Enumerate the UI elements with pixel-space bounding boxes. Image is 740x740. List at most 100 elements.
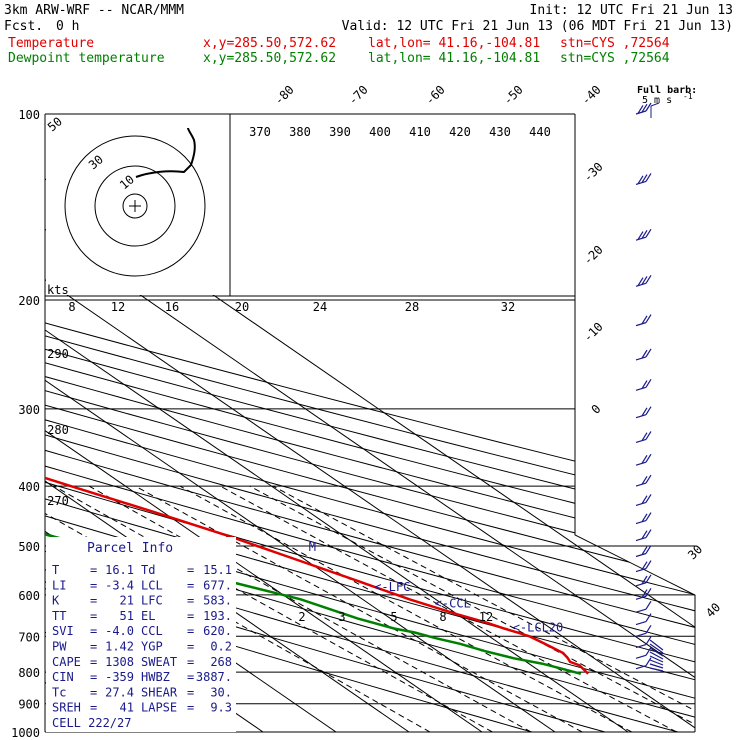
wind-barb: [635, 453, 652, 466]
parcel-value: 16.1: [105, 563, 134, 577]
pressure-tick-600: 600: [18, 589, 40, 603]
svg-text:=: =: [90, 640, 97, 654]
parcel-value: 21: [120, 594, 134, 608]
svg-text:=: =: [187, 609, 194, 623]
dewpoint-legend-name: Dewpoint temperature: [8, 51, 165, 66]
temperature-legend-station: stn=CYS ,72564: [560, 36, 670, 51]
mixing-ratio-tick-3: 3: [338, 610, 345, 624]
dry-adiabat-420: [45, 114, 695, 732]
wind-barb: [635, 657, 652, 670]
temperature-legend-name: Temperature: [8, 36, 94, 51]
valid-time: Valid: 12 UTC Fri 21 Jun 13 (06 MDT Fri …: [342, 19, 733, 34]
svg-text:=: =: [90, 624, 97, 638]
hodograph-ring-10: [122, 193, 148, 219]
parcel-key: Td: [141, 563, 155, 577]
mixing-ratio-tick-8: 8: [439, 610, 446, 624]
theta-tick-410: 410: [409, 125, 431, 139]
mixing-ratio-labels: 2 3 5 8 12: [298, 610, 493, 624]
barb-legend-unit-exponent: -1: [683, 92, 693, 101]
theta-tick-390: 390: [329, 125, 351, 139]
parcel-key: LCL: [141, 578, 163, 592]
isotherm-10: [45, 114, 629, 732]
dry-adiabat-430: [45, 114, 695, 732]
svg-text:=: =: [90, 670, 97, 684]
wind-barb: [635, 274, 652, 287]
dry-adiabat-330: [45, 114, 695, 732]
mixing-ratio-tick-2: 2: [298, 610, 305, 624]
parcel-value: 0.2: [210, 640, 232, 654]
temperature-tick--10: -10: [581, 320, 606, 345]
parcel-key: YGP: [141, 640, 163, 654]
theta-tick-440: 440: [529, 125, 551, 139]
temperature-tick--80: -80: [272, 83, 297, 108]
parcel-value: 9.3: [210, 701, 232, 715]
pressure-tick-400: 400: [18, 480, 40, 494]
svg-text:=: =: [90, 701, 97, 715]
svg-text:=: =: [187, 578, 194, 592]
dry-adiabat-440: [45, 114, 695, 732]
parcel-value: -4.0: [105, 624, 134, 638]
wind-barb: [635, 636, 652, 649]
theta-labels: 370 380 390 400 410 420 430 440 290 280 270: [47, 125, 551, 508]
temperature-tick--70: -70: [346, 83, 371, 108]
pressure-tick-500: 500: [18, 540, 40, 554]
pressure-tick-1000: 1000: [11, 726, 40, 740]
parcel-value: -3.4: [105, 578, 134, 592]
wind-barb: [635, 600, 652, 613]
parcel-cell: CELL 222/27: [52, 716, 131, 730]
parcel-value: 51: [120, 609, 134, 623]
theta-tick-430: 430: [489, 125, 511, 139]
parcel-value: 27.4: [105, 685, 134, 699]
wind-barb: [635, 228, 652, 241]
parcel-key: LAPSE: [141, 701, 177, 715]
parcel-key: CAPE: [52, 655, 81, 669]
mixing-ratio-8: [179, 485, 632, 732]
temperature-tick--20: -20: [581, 243, 606, 268]
temperature-tick-40: 40: [703, 600, 723, 620]
pressure-tick-100: 100: [18, 108, 40, 122]
parcel-key: LFC: [141, 594, 163, 608]
pressure-tick-900: 900: [18, 698, 40, 712]
wind-barb: [635, 529, 652, 542]
temperature-tick-0: 0: [589, 402, 604, 417]
hodograph-speed-16: 16: [165, 300, 179, 314]
wind-barb: [635, 647, 652, 659]
dewpoint-trace: [45, 114, 582, 676]
theta-tick-270: 270: [47, 494, 69, 508]
parcel-value: 1308: [105, 655, 134, 669]
model-title: 3km ARW-WRF -- NCAR/MMM: [4, 3, 184, 18]
svg-text:=: =: [187, 655, 194, 669]
temperature-tick--40: -40: [579, 83, 604, 108]
parcel-value: 41: [120, 701, 134, 715]
dewpoint-legend-xy: x,y=285.50,572.62: [203, 51, 336, 66]
parcel-key: LI: [52, 578, 66, 592]
temperature-legend-latlon: lat,lon= 41.16,-104.81: [368, 36, 540, 51]
theta-tick-420: 420: [449, 125, 471, 139]
dewpoint-legend-latlon: lat,lon= 41.16,-104.81: [368, 51, 540, 66]
hodograph-ring-50: [64, 135, 206, 277]
header: 3km ARW-WRF -- NCAR/MMM Init: 12 UTC Fri…: [4, 3, 733, 66]
svg-text:=: =: [187, 563, 194, 577]
dry-adiabat-340: [45, 114, 695, 732]
init-time: Init: 12 UTC Fri 21 Jun 13: [530, 3, 734, 18]
barb-legend-title: Full barb:: [637, 85, 697, 96]
hodograph-unit: kts: [47, 283, 69, 297]
wind-barb: [635, 494, 652, 507]
wind-barb: [635, 560, 652, 573]
svg-text:=: =: [90, 563, 97, 577]
parcel-key: EL: [141, 609, 155, 623]
fcst-value: 0 h: [56, 19, 79, 34]
hodograph-speed-28: 28: [405, 300, 419, 314]
temperature-trace: [45, 114, 589, 675]
parcel-key: K: [52, 594, 60, 608]
theta-tick-380: 380: [289, 125, 311, 139]
parcel-key: PW: [52, 640, 67, 654]
svg-text:=: =: [90, 578, 97, 592]
wind-barb: [635, 512, 652, 525]
hodograph-ring-30: [94, 165, 176, 247]
theta-tick-400: 400: [369, 125, 391, 139]
mixing-ratio-20: [272, 485, 695, 732]
dry-adiabat-360: [45, 114, 695, 732]
temperature-tick-30: 30: [685, 542, 705, 562]
